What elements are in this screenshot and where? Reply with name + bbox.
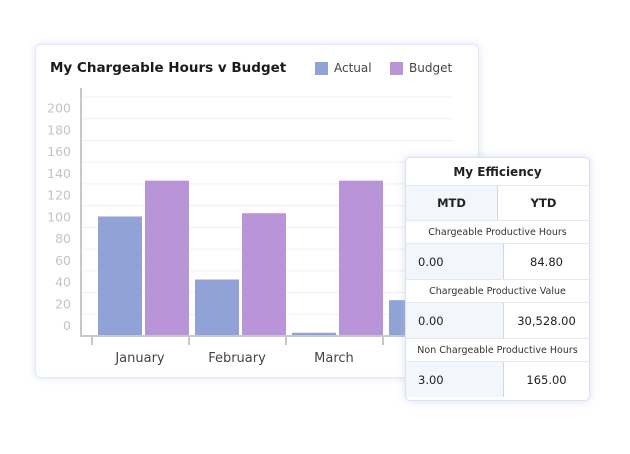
legend-label-budget: Budget [409, 61, 453, 75]
legend-swatch-budget [390, 61, 403, 75]
legend-label-actual: Actual [334, 61, 372, 75]
legend-budget[interactable]: Budget [390, 61, 452, 75]
mtd-value: 0.00 [406, 244, 504, 279]
efficiency-title: My Efficiency [453, 164, 542, 179]
header-ytd: YTD [530, 196, 557, 210]
section-label: Chargeable Productive Value [406, 280, 589, 303]
ytd-value: 30,528.00 [517, 313, 576, 328]
mtd-value: 0.00 [406, 303, 504, 338]
ytd-value: 165.00 [526, 372, 567, 387]
efficiency-panel: My Efficiency MTD YTD Chargeable Product… [405, 157, 590, 401]
section-label: Chargeable Productive Hours [406, 221, 589, 244]
header-mtd: MTD [406, 186, 498, 220]
mtd-value: 3.00 [406, 362, 504, 397]
legend-swatch-actual [315, 61, 328, 75]
ytd-value: 84.80 [530, 254, 563, 269]
legend-actual[interactable]: Actual [315, 61, 372, 75]
chart-title: My Chargeable Hours v Budget [50, 60, 287, 76]
section-label: Non Chargeable Productive Hours [406, 339, 589, 362]
